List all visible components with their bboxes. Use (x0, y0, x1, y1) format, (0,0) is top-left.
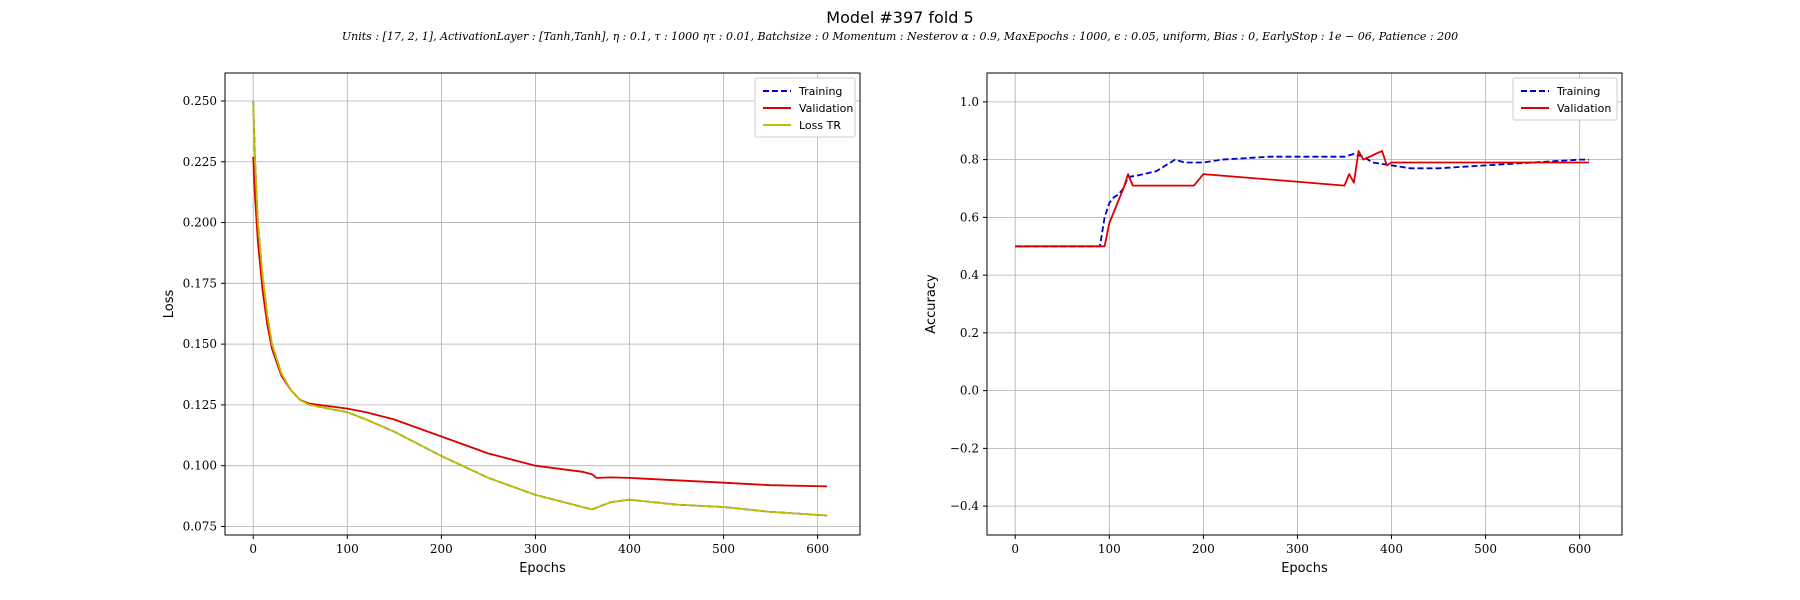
y-tick-label: 0.200 (183, 216, 217, 230)
legend-label: Training (1556, 85, 1600, 98)
y-tick-label: 1.0 (960, 95, 979, 109)
figure-title: Model #397 fold 5 (826, 8, 974, 27)
y-tick-label: 0.075 (183, 519, 217, 533)
plot-frame (224, 72, 861, 536)
x-tick-label: 0 (249, 542, 257, 556)
legend-box (754, 77, 856, 138)
series-line-validation (1015, 150, 1590, 248)
x-tick-label: 300 (524, 542, 547, 556)
x-tick-label: 200 (1192, 542, 1215, 556)
grid (225, 73, 860, 535)
legend-label: Loss TR (799, 119, 841, 132)
legend-label: Validation (799, 102, 853, 115)
series-line-training (1015, 152, 1590, 248)
y-tick-label: 0.8 (960, 153, 979, 167)
y-tick-label: 0.150 (183, 337, 217, 351)
x-tick-label: 100 (1098, 542, 1121, 556)
figure-subtitle: Units : [17, 2, 1], ActivationLayer : [T… (341, 30, 1459, 43)
legend-label: Validation (1557, 102, 1611, 115)
grid (987, 73, 1622, 535)
legend: Training Validation (1512, 77, 1618, 121)
y-tick-label: 0.175 (183, 276, 217, 290)
x-tick-label: 400 (1380, 542, 1403, 556)
x-tick-label: 500 (712, 542, 735, 556)
x-tick-label: 100 (336, 542, 359, 556)
x-tick-label: 400 (618, 542, 641, 556)
y-axis-label: Loss (162, 290, 177, 319)
y-tick-label: 0.250 (183, 94, 217, 108)
y-tick-label: 0.4 (960, 268, 979, 282)
series-line-loss-tr (252, 100, 828, 517)
legend-box (1512, 77, 1618, 121)
x-tick-label: 500 (1474, 542, 1497, 556)
series-line-validation (252, 156, 828, 488)
y-tick-label: 0.2 (960, 326, 979, 340)
plot-frame (986, 72, 1623, 536)
x-tick-label: 200 (430, 542, 453, 556)
x-tick-label: 300 (1286, 542, 1309, 556)
legend: Training Validation Loss TR (754, 77, 856, 138)
y-tick-label: 0.6 (960, 210, 979, 224)
y-tick-label: −0.2 (950, 441, 979, 455)
y-axis-label: Accuracy (924, 274, 939, 334)
y-tick-label: 0.100 (183, 459, 217, 473)
y-tick-label: 0.0 (960, 384, 979, 398)
x-tick-label: 600 (1568, 542, 1591, 556)
y-tick-label: 0.225 (183, 155, 217, 169)
x-axis-label: Epochs (519, 561, 566, 576)
x-tick-label: 600 (806, 542, 829, 556)
legend-label: Training (798, 85, 842, 98)
x-tick-label: 0 (1011, 542, 1019, 556)
y-tick-label: 0.125 (183, 398, 217, 412)
y-tick-label: −0.4 (950, 499, 980, 513)
x-axis-label: Epochs (1281, 561, 1328, 576)
